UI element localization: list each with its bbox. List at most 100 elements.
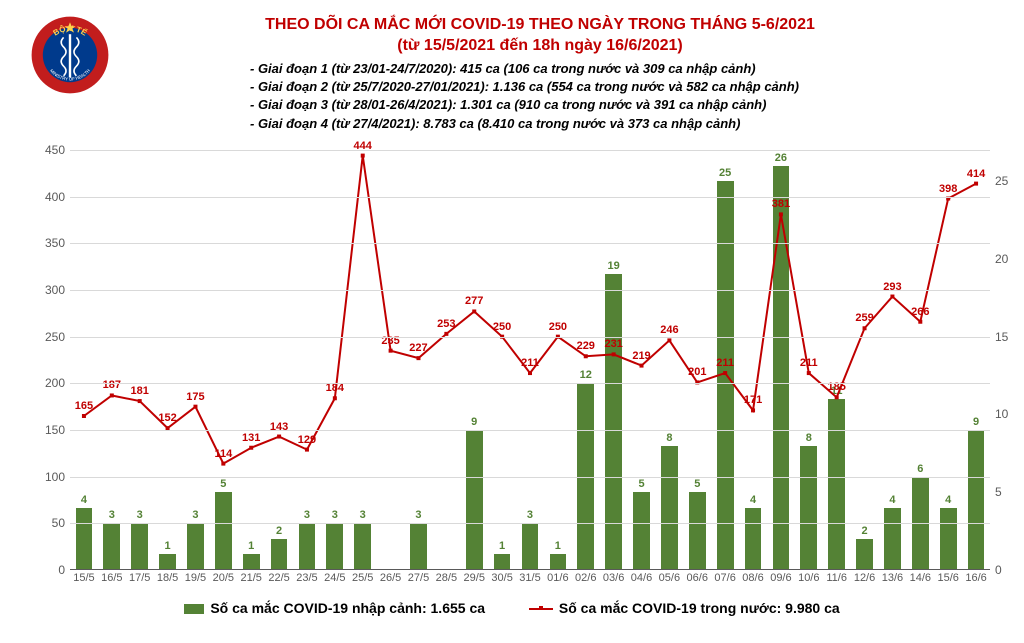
y-right-tick: 0 — [995, 563, 1020, 577]
line-value-label: 129 — [298, 434, 316, 446]
x-tick-label: 25/5 — [352, 572, 373, 584]
line-marker — [361, 154, 365, 158]
line-marker — [584, 354, 588, 358]
x-tick-label: 20/5 — [213, 572, 234, 584]
line-value-label: 414 — [967, 168, 985, 180]
line-marker — [974, 182, 978, 186]
x-tick-label: 07/6 — [714, 572, 735, 584]
y-right-tick: 10 — [995, 407, 1020, 421]
title-line-1: THEO DÕI CA MẮC MỚI COVID-19 THEO NGÀY T… — [265, 16, 815, 33]
line-value-label: 277 — [465, 295, 483, 307]
line-marker — [640, 364, 644, 368]
y-left-tick: 50 — [35, 516, 65, 530]
line-marker — [472, 309, 476, 313]
line-marker — [277, 435, 281, 439]
y-left-tick: 250 — [35, 330, 65, 344]
line-value-label: 201 — [688, 366, 706, 378]
x-tick-label: 04/6 — [631, 572, 652, 584]
line-value-label: 253 — [437, 318, 455, 330]
line-marker — [835, 395, 839, 399]
legend-bar-swatch — [184, 604, 204, 614]
x-tick-label: 26/5 — [380, 572, 401, 584]
y-left-tick: 450 — [35, 143, 65, 157]
x-tick-label: 29/5 — [464, 572, 485, 584]
y-axis-left: 050100150200250300350400450 — [30, 150, 65, 570]
x-tick-label: 27/5 — [408, 572, 429, 584]
line-path — [84, 156, 976, 464]
x-tick-label: 31/5 — [519, 572, 540, 584]
plot-area: 433135123333913112195852542681124649 165… — [70, 150, 990, 570]
title-line-2: (từ 15/5/2021 đến 18h ngày 16/6/2021) — [397, 37, 683, 54]
stage-2: - Giai đoạn 2 (từ 25/7/2020-27/01/2021):… — [250, 78, 799, 96]
x-tick-label: 21/5 — [240, 572, 261, 584]
line-marker — [82, 414, 86, 418]
ministry-logo: BỘ Y TẾ MINISTRY OF HEALTH — [30, 15, 110, 95]
x-tick-label: 13/6 — [882, 572, 903, 584]
line-value-label: 219 — [632, 350, 650, 362]
line-marker — [779, 212, 783, 216]
gridline — [70, 337, 990, 338]
y-right-tick: 5 — [995, 485, 1020, 499]
y-right-tick: 20 — [995, 252, 1020, 266]
x-tick-label: 16/6 — [965, 572, 986, 584]
chart-title: THEO DÕI CA MẮC MỚI COVID-19 THEO NGÀY T… — [120, 15, 960, 57]
x-axis-baseline — [70, 569, 990, 570]
line-marker — [249, 446, 253, 450]
line-value-label: 114 — [214, 448, 232, 460]
x-tick-label: 09/6 — [770, 572, 791, 584]
line-value-label: 266 — [911, 306, 929, 318]
x-tick-label: 18/5 — [157, 572, 178, 584]
x-tick-label: 08/6 — [742, 572, 763, 584]
y-axis-right: 0510152025 — [995, 150, 1024, 570]
gridline — [70, 290, 990, 291]
gridline — [70, 383, 990, 384]
line-marker — [333, 396, 337, 400]
line-marker — [723, 371, 727, 375]
legend-line-text: Số ca mắc COVID-19 trong nước: 9.980 ca — [559, 600, 840, 616]
x-tick-label: 16/5 — [101, 572, 122, 584]
legend-bar: Số ca mắc COVID-19 nhập cảnh: 1.655 ca — [184, 600, 485, 616]
y-left-tick: 100 — [35, 470, 65, 484]
line-value-label: 211 — [716, 357, 734, 369]
legend: Số ca mắc COVID-19 nhập cảnh: 1.655 ca S… — [10, 600, 1014, 616]
line-marker — [305, 448, 309, 452]
line-marker — [863, 326, 867, 330]
line-value-label: 250 — [493, 321, 511, 333]
line-value-label: 181 — [131, 385, 149, 397]
line-value-label: 231 — [604, 338, 622, 350]
legend-line-swatch — [529, 608, 553, 610]
line-marker — [751, 408, 755, 412]
x-tick-label: 24/5 — [324, 572, 345, 584]
line-marker — [193, 405, 197, 409]
line-value-label: 381 — [772, 198, 790, 210]
line-value-label: 211 — [521, 357, 539, 369]
line-value-label: 131 — [242, 432, 260, 444]
y-left-tick: 400 — [35, 190, 65, 204]
x-tick-label: 12/6 — [854, 572, 875, 584]
line-value-label: 259 — [855, 312, 873, 324]
gridline — [70, 523, 990, 524]
legend-line: Số ca mắc COVID-19 trong nước: 9.980 ca — [529, 600, 840, 616]
x-tick-label: 23/5 — [296, 572, 317, 584]
stage-1: - Giai đoạn 1 (từ 23/01-24/7/2020): 415 … — [250, 60, 799, 78]
y-left-tick: 0 — [35, 563, 65, 577]
line-marker — [110, 393, 114, 397]
x-tick-label: 10/6 — [798, 572, 819, 584]
y-left-tick: 150 — [35, 423, 65, 437]
stage-4: - Giai đoạn 4 (từ 27/4/2021): 8.783 ca (… — [250, 115, 799, 133]
gridline — [70, 430, 990, 431]
gridline — [70, 477, 990, 478]
chart-container: BỘ Y TẾ MINISTRY OF HEALTH THEO DÕI CA M… — [10, 10, 1014, 633]
x-tick-label: 06/6 — [687, 572, 708, 584]
x-tick-label: 03/6 — [603, 572, 624, 584]
line-marker — [416, 356, 420, 360]
y-right-tick: 15 — [995, 330, 1020, 344]
x-tick-label: 15/5 — [73, 572, 94, 584]
line-value-label: 211 — [800, 357, 818, 369]
line-value-label: 227 — [409, 342, 427, 354]
x-tick-label: 15/6 — [937, 572, 958, 584]
line-marker — [918, 320, 922, 324]
line-marker — [389, 349, 393, 353]
line-marker — [444, 332, 448, 336]
stage-list: - Giai đoạn 1 (từ 23/01-24/7/2020): 415 … — [250, 60, 799, 133]
